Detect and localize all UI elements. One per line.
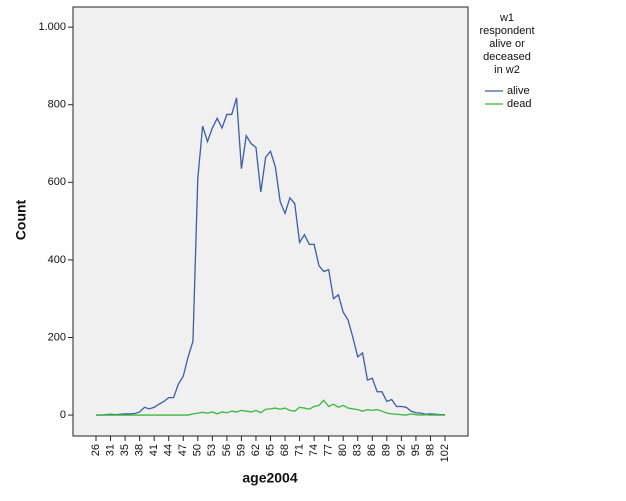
y-tick-label: 800 [48, 99, 66, 111]
x-tick-label: 89 [381, 444, 393, 456]
x-tick-label: 65 [264, 444, 276, 456]
x-axis-title: age2004 [242, 470, 297, 486]
y-tick-label: 400 [48, 254, 66, 266]
legend-title: alive or [489, 38, 525, 50]
y-tick-label: 600 [48, 176, 66, 188]
x-tick-label: 71 [293, 444, 305, 456]
x-tick-label: 47 [177, 444, 189, 456]
x-tick-label: 31 [104, 444, 116, 456]
legend-label: dead [507, 98, 531, 110]
legend-title: deceased [483, 51, 531, 63]
y-axis-title: Count [13, 199, 29, 240]
x-tick-label: 86 [366, 444, 378, 456]
y-tick-label: 1.000 [38, 21, 66, 33]
x-tick-label: 38 [134, 444, 146, 456]
x-tick-label: 59 [235, 444, 247, 456]
x-tick-label: 35 [119, 444, 131, 456]
x-tick-label: 62 [250, 444, 262, 456]
x-tick-label: 41 [148, 444, 160, 456]
legend-label: alive [507, 85, 530, 97]
x-tick-label: 83 [352, 444, 364, 456]
y-tick-label: 0 [60, 409, 66, 421]
x-tick-label: 50 [192, 444, 204, 456]
x-tick-label: 77 [323, 444, 335, 456]
x-tick-label: 92 [395, 444, 407, 456]
legend-title: w1 [499, 12, 514, 24]
x-tick-label: 74 [308, 444, 320, 456]
x-tick-label: 80 [337, 444, 349, 456]
x-tick-label: 98 [424, 444, 436, 456]
legend-title: in w2 [494, 64, 520, 76]
x-tick-label: 26 [90, 444, 102, 456]
x-tick-label: 56 [221, 444, 233, 456]
line-series [96, 97, 445, 416]
x-tick-label: 44 [163, 444, 175, 456]
x-tick-label: 102 [439, 444, 451, 462]
y-tick-label: 200 [48, 331, 66, 343]
plot-area [72, 6, 469, 437]
x-tick-label: 95 [410, 444, 422, 456]
x-tick-label: 68 [279, 444, 291, 456]
legend-title: respondent [479, 25, 534, 37]
x-tick-label: 53 [206, 444, 218, 456]
line-series [96, 399, 445, 416]
